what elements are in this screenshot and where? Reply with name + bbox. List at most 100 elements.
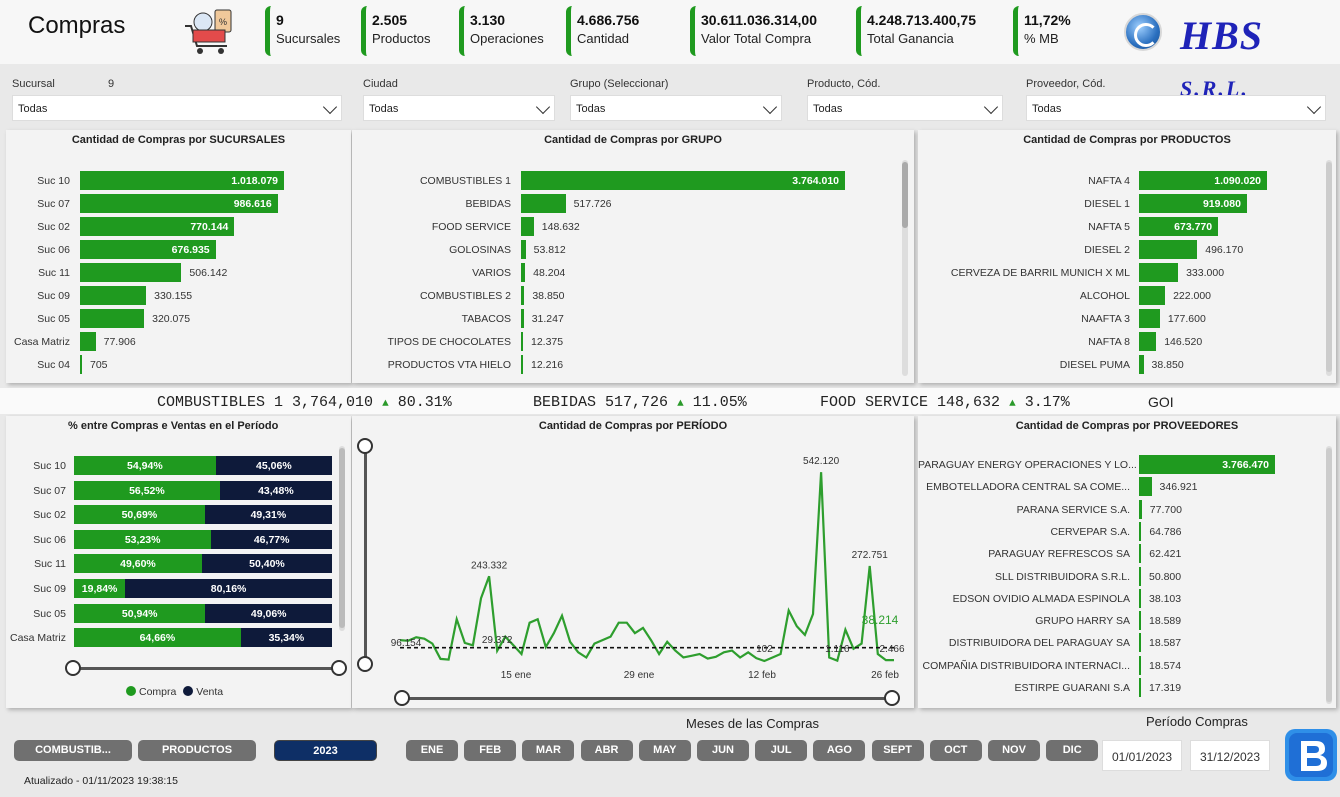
scrollbar[interactable]	[339, 446, 345, 631]
bar-category-label: VARIOS	[472, 267, 511, 279]
month-button-mar[interactable]: MAR	[522, 740, 575, 761]
scrollbar-thumb[interactable]	[1326, 448, 1332, 702]
vertical-slider-top-handle[interactable]	[357, 438, 373, 454]
bar	[521, 355, 523, 374]
month-button-ene[interactable]: ENE	[406, 740, 458, 761]
bar	[80, 355, 82, 374]
producto-dropdown[interactable]: Todas	[807, 95, 1003, 121]
kpi-value: 9	[276, 12, 284, 28]
scrollbar-thumb[interactable]	[902, 162, 908, 228]
bar-row: BEBIDAS 517.726	[352, 194, 914, 213]
month-button-oct[interactable]: OCT	[929, 740, 982, 761]
venta-segment: 46,77%	[211, 529, 332, 549]
ticker-name: COMBUSTIBLES 1	[157, 394, 284, 411]
data-point-label: 29.372	[482, 635, 513, 646]
kpi-label: Operaciones	[470, 31, 544, 46]
combustibles-button[interactable]: COMBUSTIB...	[14, 740, 132, 761]
horizontal-range-slider-track[interactable]	[402, 697, 888, 700]
date-to-input[interactable]: 31/12/2023	[1190, 740, 1270, 771]
bar-value-label: 333.000	[1186, 267, 1225, 279]
logo-main: HBS	[1180, 13, 1264, 58]
ticker-bar: COMBUSTIBLES 1 3,764,010 ▲ 80.31% BEBIDA…	[0, 388, 1340, 414]
year-2023-button[interactable]: 2023	[274, 740, 377, 761]
chart-title: % entre Compras e Ventas en el Período	[68, 420, 279, 432]
bar-value-label: 177.600	[1167, 313, 1206, 325]
bar-category-label: GOLOSINAS	[449, 244, 511, 256]
bar-category-label: PRODUCTOS VTA HIELO	[387, 359, 511, 371]
bar	[80, 240, 216, 259]
vertical-slider-bottom-handle[interactable]	[357, 656, 373, 672]
bar-row: DIESEL PUMA 38.850	[918, 355, 1336, 374]
range-slider-end-handle[interactable]	[331, 660, 347, 676]
bar-category-label: Casa Matriz	[9, 632, 66, 645]
bar-row: NAFTA 8 146.520	[918, 332, 1336, 351]
month-button-may[interactable]: MAY	[638, 740, 691, 761]
bar	[1139, 655, 1141, 675]
horizontal-slider-end-handle[interactable]	[884, 690, 900, 706]
vertical-range-slider-track[interactable]	[364, 448, 367, 664]
kpi-cantidad: 4.686.756 Cantidad	[566, 6, 681, 56]
bar-row: NAFTA 4 1.090.020	[918, 171, 1336, 190]
month-button-jul[interactable]: JUL	[755, 740, 808, 761]
month-button-ago[interactable]: AGO	[813, 740, 866, 761]
bar-value-label: 346.921	[1159, 481, 1198, 494]
chart-title: Cantidad de Compras por SUCURSALES	[71, 134, 286, 146]
month-button-dic[interactable]: DIC	[1046, 740, 1099, 761]
kpi-total-ganancia: 4.248.713.400,75 Total Ganancia	[856, 6, 1006, 56]
stacked-bar-row: Suc 07 56,52% 43,48%	[6, 480, 351, 500]
bar-category-label: PARAGUAY ENERGY OPERACIONES Y LO...	[918, 459, 1137, 471]
ticker-name: FOOD SERVICE	[820, 394, 929, 411]
bar-category-label: Suc 06	[37, 244, 70, 256]
dropdown-value: Todas	[369, 103, 399, 115]
chevron-down-icon	[1306, 99, 1322, 115]
months-title: Meses de las Compras	[686, 716, 819, 731]
horizontal-slider-start-handle[interactable]	[394, 690, 410, 706]
month-button-sept[interactable]: SEPT	[871, 740, 924, 761]
bar-value-label: 18.589	[1149, 615, 1182, 628]
refresh-icon[interactable]	[1124, 13, 1162, 51]
grupo-dropdown[interactable]: Todas	[570, 95, 782, 121]
legend-dot-compra	[126, 686, 136, 696]
app-logo-icon	[1285, 729, 1337, 781]
filter-ciudad: Ciudad Todas	[363, 74, 555, 122]
bar-category-label: DIESEL 1	[1084, 198, 1130, 210]
bar-category-label: NAFTA 4	[1088, 175, 1130, 187]
bar-row: TIPOS DE CHOCOLATES 12.375	[352, 332, 914, 351]
bar-category-label: Suc 07	[33, 484, 66, 497]
ciudad-dropdown[interactable]: Todas	[363, 95, 555, 121]
kpi-value: 3.130	[470, 12, 506, 28]
kpi-sucursales: 9 Sucursales	[265, 6, 355, 56]
scrollbar[interactable]	[1326, 160, 1332, 376]
bar	[1139, 544, 1142, 564]
bar	[521, 286, 525, 305]
bar-category-label: PARAGUAY REFRESCOS SA	[988, 548, 1130, 561]
bar-category-label: Suc 10	[37, 175, 70, 187]
scrollbar-thumb[interactable]	[339, 448, 345, 628]
kpi-label: Valor Total Compra	[701, 31, 812, 46]
scrollbar[interactable]	[902, 160, 908, 376]
bar-category-label: Suc 11	[34, 558, 66, 571]
proveedor-dropdown[interactable]: Todas	[1026, 95, 1326, 121]
stacked-bar-row: Casa Matriz 64,66% 35,34%	[6, 628, 351, 648]
bar	[521, 217, 534, 236]
bar-value-label: 1.018.079	[231, 175, 278, 187]
bar	[1139, 455, 1275, 474]
bar	[1139, 566, 1141, 586]
month-button-feb[interactable]: FEB	[464, 740, 517, 761]
bar-value-label: 38.850	[1151, 359, 1184, 371]
productos-button[interactable]: PRODUCTOS	[138, 740, 256, 761]
month-button-jun[interactable]: JUN	[697, 740, 749, 761]
bar-category-label: CERVEPAR S.A.	[1050, 525, 1130, 538]
month-button-abr[interactable]: ABR	[580, 740, 633, 761]
filter-producto: Producto, Cód. Todas	[807, 74, 1003, 122]
date-from-input[interactable]: 01/01/2023	[1102, 740, 1182, 771]
scrollbar[interactable]	[1326, 446, 1332, 704]
range-slider-track[interactable]	[72, 667, 340, 670]
kpi-operaciones: 3.130 Operaciones	[459, 6, 559, 56]
ticker-item-cut: GOI	[1148, 394, 1174, 410]
range-slider-start-handle[interactable]	[65, 660, 81, 676]
month-button-nov[interactable]: NOV	[988, 740, 1040, 761]
sucursal-dropdown[interactable]: Todas	[12, 95, 342, 121]
scrollbar-thumb[interactable]	[1326, 162, 1332, 372]
venta-segment: 49,31%	[204, 505, 332, 525]
